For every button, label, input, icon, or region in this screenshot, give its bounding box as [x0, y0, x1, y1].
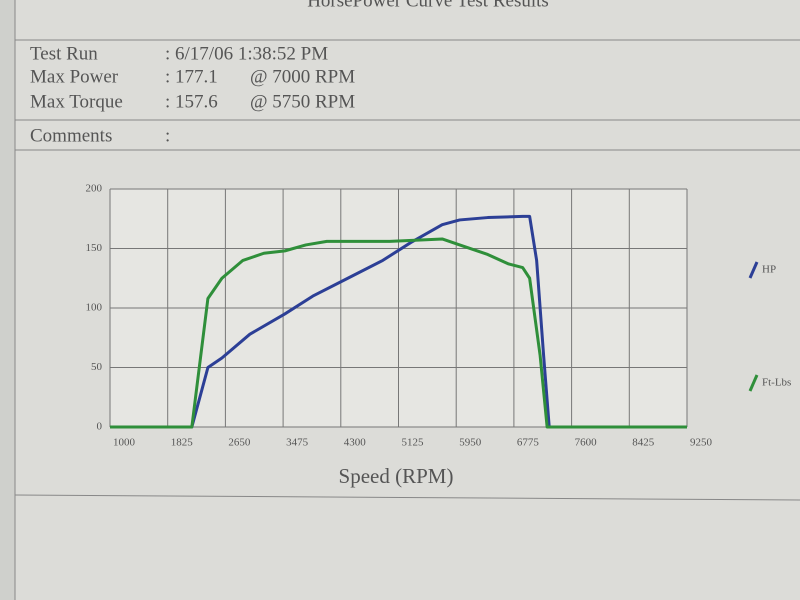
- y-tick-label: 150: [86, 242, 103, 254]
- field-value: : 6/17/06 1:38:52 PM: [165, 43, 328, 64]
- y-tick-label: 200: [86, 183, 103, 195]
- y-tick-label: 0: [97, 421, 103, 433]
- y-tick-label: 50: [91, 361, 103, 373]
- x-tick-label: 1825: [171, 437, 194, 449]
- field-rpm: @ 7000 RPM: [250, 66, 355, 87]
- x-tick-label: 6775: [517, 437, 540, 449]
- field-rpm: @ 5750 RPM: [250, 91, 355, 112]
- x-tick-label: 9250: [690, 437, 713, 449]
- legend-label: Ft-Lbs: [762, 377, 791, 389]
- line: [110, 237, 687, 429]
- x-tick-label: 1000: [113, 437, 136, 449]
- field-label: Test Run: [30, 43, 98, 64]
- legend-swatch: [748, 261, 759, 279]
- x-axis-label: Speed (RPM): [339, 464, 454, 488]
- field-value: :: [165, 125, 170, 146]
- line: [110, 214, 687, 429]
- report-title: HorsePower Curve Test Results: [307, 0, 549, 11]
- field-label: Max Power: [30, 66, 119, 87]
- field-value: : 177.1: [165, 66, 218, 87]
- field-label: Comments: [30, 125, 112, 146]
- legend-swatch: [748, 374, 759, 392]
- x-tick-label: 7600: [575, 437, 598, 449]
- y-tick-label: 100: [86, 302, 103, 314]
- field-label: Max Torque: [30, 91, 123, 112]
- x-tick-label: 8425: [632, 437, 655, 449]
- legend-label: HP: [762, 264, 776, 276]
- x-tick-label: 5125: [402, 437, 425, 449]
- x-tick-label: 4300: [344, 437, 367, 449]
- x-tick-label: 3475: [286, 437, 309, 449]
- x-tick-label: 5950: [459, 437, 482, 449]
- rule: [14, 494, 800, 501]
- field-value: : 157.6: [165, 91, 218, 112]
- x-tick-label: 2650: [228, 437, 251, 449]
